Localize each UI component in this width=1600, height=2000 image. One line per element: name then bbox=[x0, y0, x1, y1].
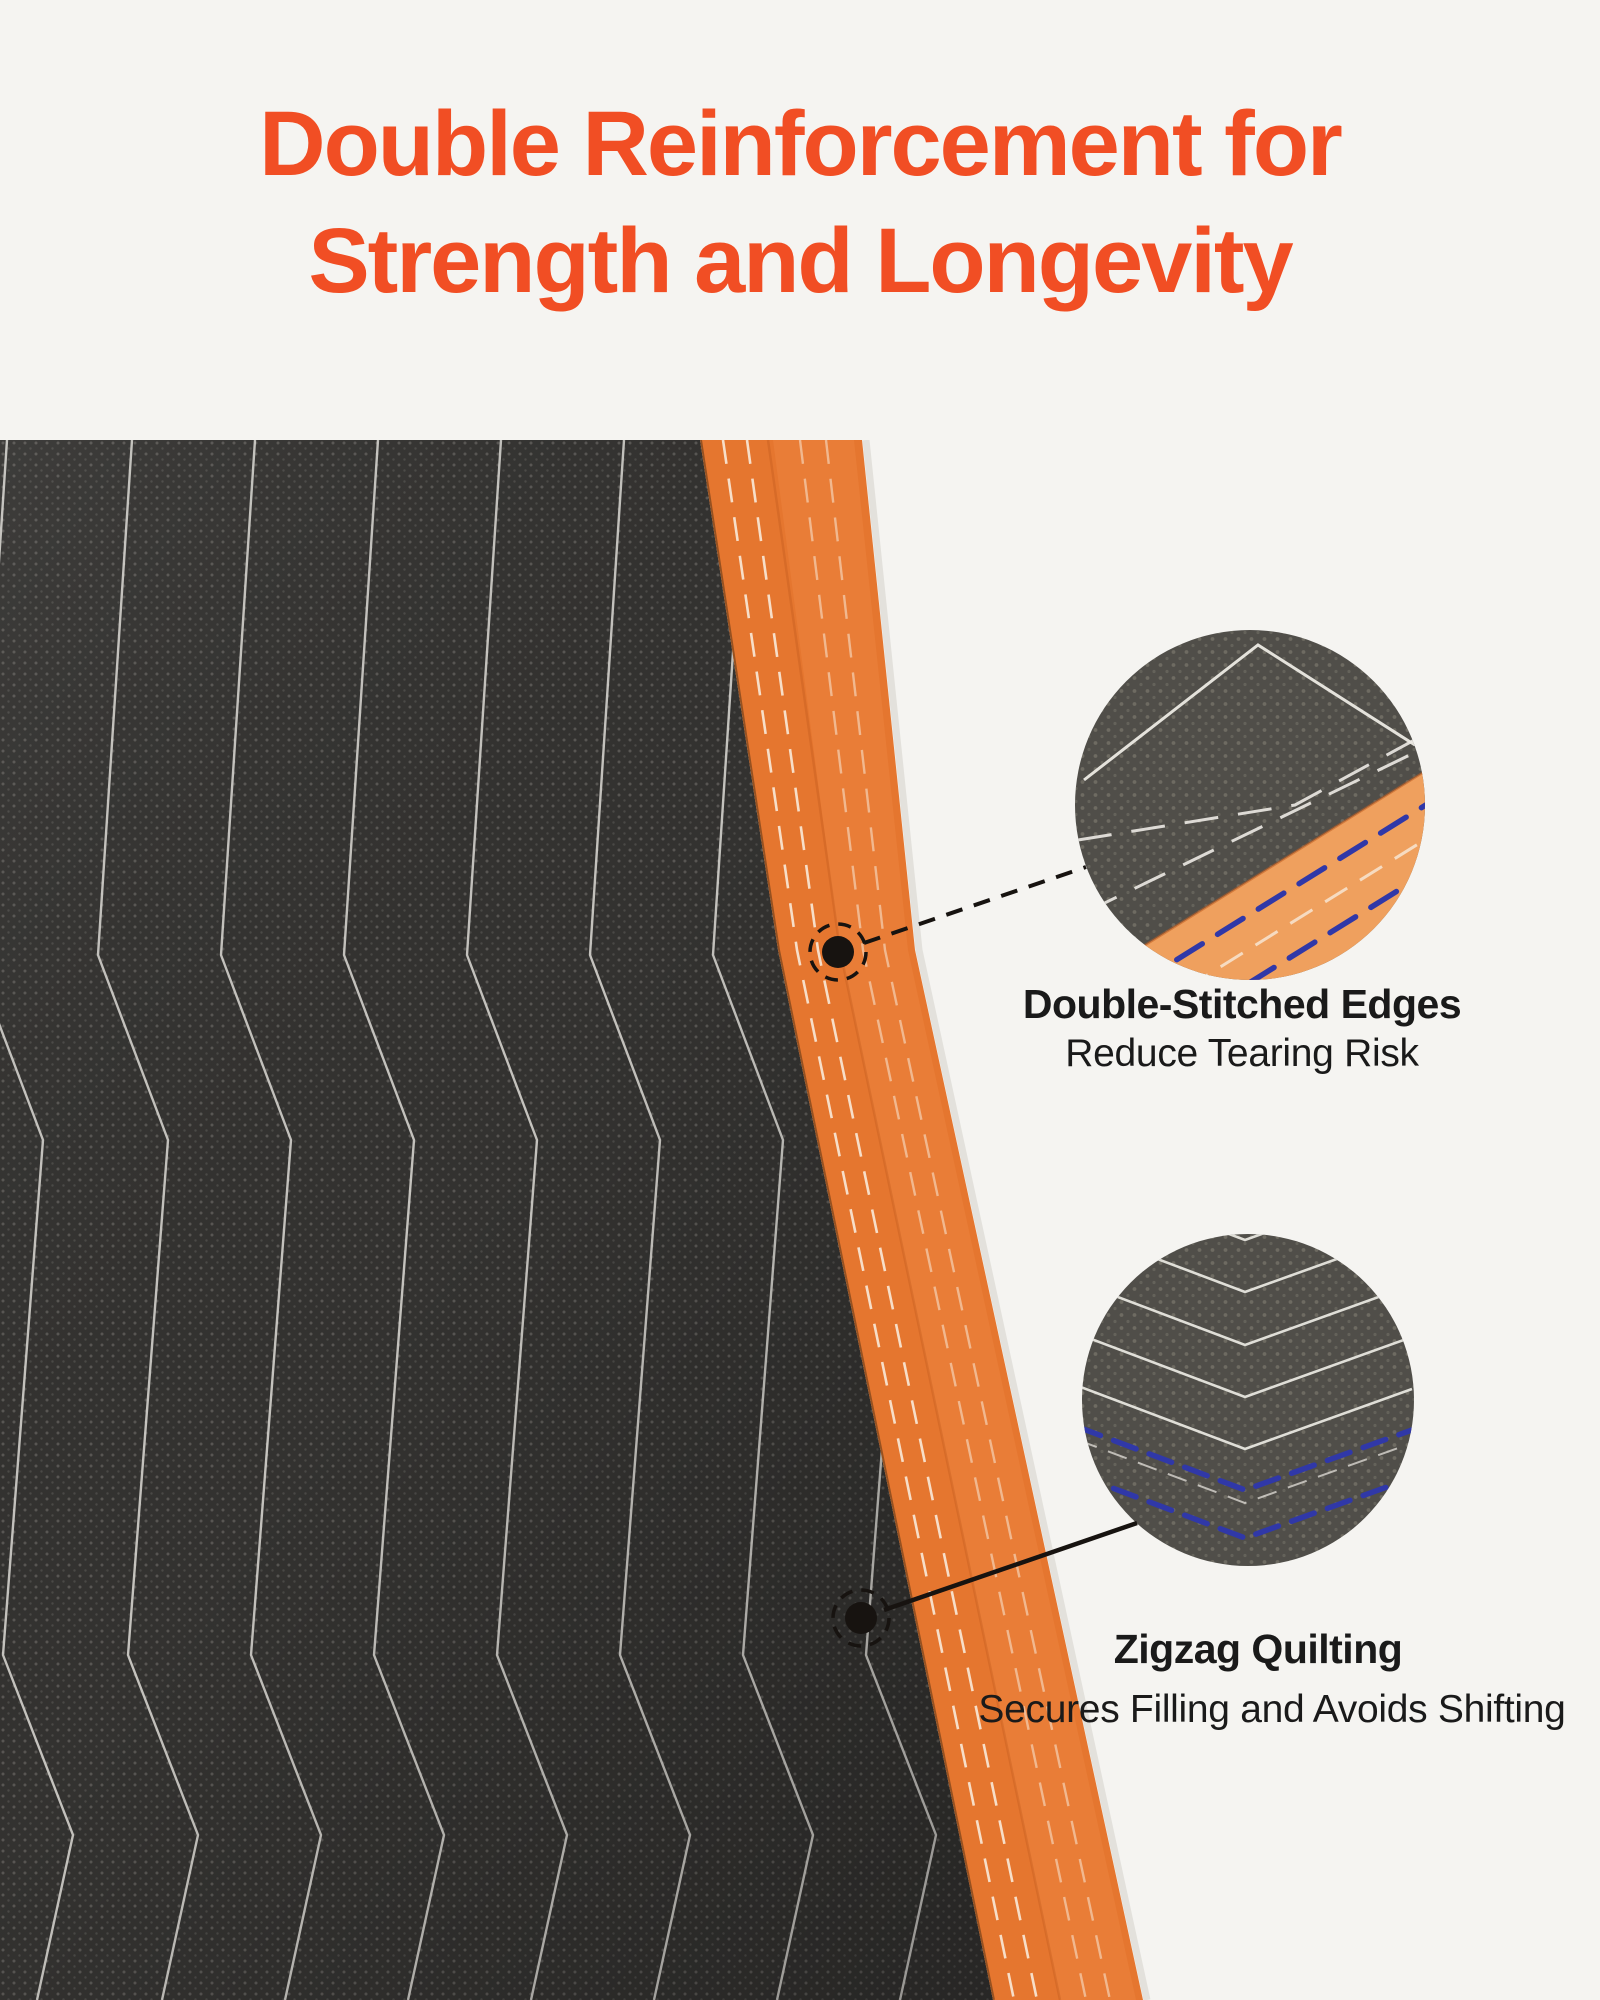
fabric-shading bbox=[0, 440, 993, 2000]
inset2-chevron-stitch bbox=[1082, 1439, 1413, 1505]
strip-highlight bbox=[773, 440, 1136, 2000]
strip-stitch-line bbox=[824, 440, 1112, 2000]
inset2-chevron-stitch bbox=[1082, 1332, 1413, 1399]
inset2-blue-zigzag-stitch bbox=[1082, 1472, 1414, 1541]
inset-circle-double-stitched bbox=[1075, 630, 1425, 980]
inset1-blue-stitch-row bbox=[1133, 777, 1425, 980]
inset2-blue-zigzag-stitch bbox=[1082, 1424, 1414, 1493]
moving-blanket bbox=[0, 440, 993, 2000]
strip-stitch-line bbox=[721, 440, 1016, 2000]
heading-line-2: Strength and Longevity bbox=[308, 210, 1293, 312]
anchor-ring-2 bbox=[831, 1588, 891, 1648]
anchor-dot-1 bbox=[822, 936, 854, 968]
product-photo bbox=[0, 440, 1425, 2000]
inset2-fabric bbox=[1082, 1234, 1414, 1566]
strip-stitch-line bbox=[745, 440, 1039, 2000]
callout-pointer-1 bbox=[808, 865, 1087, 982]
strip-shadow bbox=[862, 440, 1151, 2000]
inset2-chevron-stitch bbox=[1082, 1384, 1413, 1451]
callout-title-double-stitched: Double-Stitched Edges bbox=[1022, 981, 1462, 1027]
callout-subtitle-double-stitched: Reduce Tearing Risk bbox=[1065, 1032, 1419, 1075]
binding-strip bbox=[700, 440, 1151, 2000]
inset1-blue-stitch-row bbox=[1164, 826, 1425, 980]
inset1-binding-edge bbox=[1104, 760, 1425, 972]
inset1-stitch-line bbox=[1077, 736, 1419, 842]
inset2-chevron-stitch bbox=[1082, 1234, 1413, 1242]
inset1-stitch-line bbox=[1083, 643, 1416, 782]
anchor-ring-1 bbox=[808, 922, 868, 982]
anchor-dot-2 bbox=[845, 1602, 877, 1634]
heading-line-1: Double Reinforcement for bbox=[259, 93, 1343, 195]
callout-title-zigzag: Zigzag Quilting bbox=[1113, 1626, 1403, 1672]
page-title: Double Reinforcement for Strength and Lon… bbox=[0, 86, 1600, 320]
callout-pointer-2 bbox=[831, 1520, 1138, 1648]
inset1-stitch-line bbox=[1085, 748, 1421, 914]
connector-dashed-line bbox=[863, 865, 1087, 945]
strip-stitch-line bbox=[798, 440, 1088, 2000]
callout-subtitle-zigzag: Secures Filling and Avoids Shifting bbox=[978, 1688, 1566, 1731]
connector-solid-line bbox=[883, 1520, 1138, 1613]
inset2-chevron-stitch bbox=[1082, 1280, 1413, 1347]
inset-circle-zigzag bbox=[1082, 1234, 1414, 1566]
